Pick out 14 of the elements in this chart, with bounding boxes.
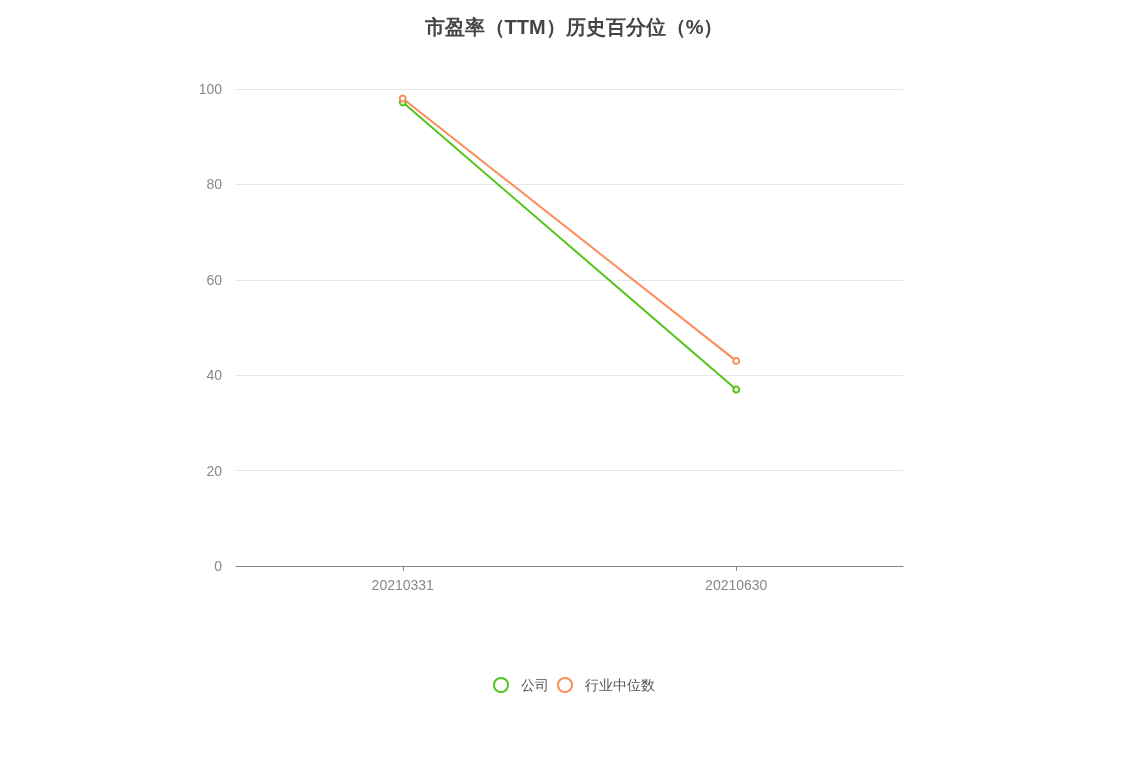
chart-title: 市盈率（TTM）历史百分位（%） [423,16,724,38]
y-tick-label: 20 [206,462,223,479]
y-tick-label: 60 [206,271,223,288]
legend-label: 公司 [521,677,549,693]
point [732,385,741,394]
y-tick-label: 80 [206,176,223,193]
y-tick-label: 0 [214,558,223,574]
point [732,356,741,365]
legend-label: 行业中位数 [585,677,655,693]
x-tick-label: 20210630 [705,577,768,593]
x-tick-label: 20210331 [371,577,435,593]
point [398,94,407,103]
y-tick-label: 100 [198,81,223,97]
y-tick-label: 40 [206,367,223,384]
